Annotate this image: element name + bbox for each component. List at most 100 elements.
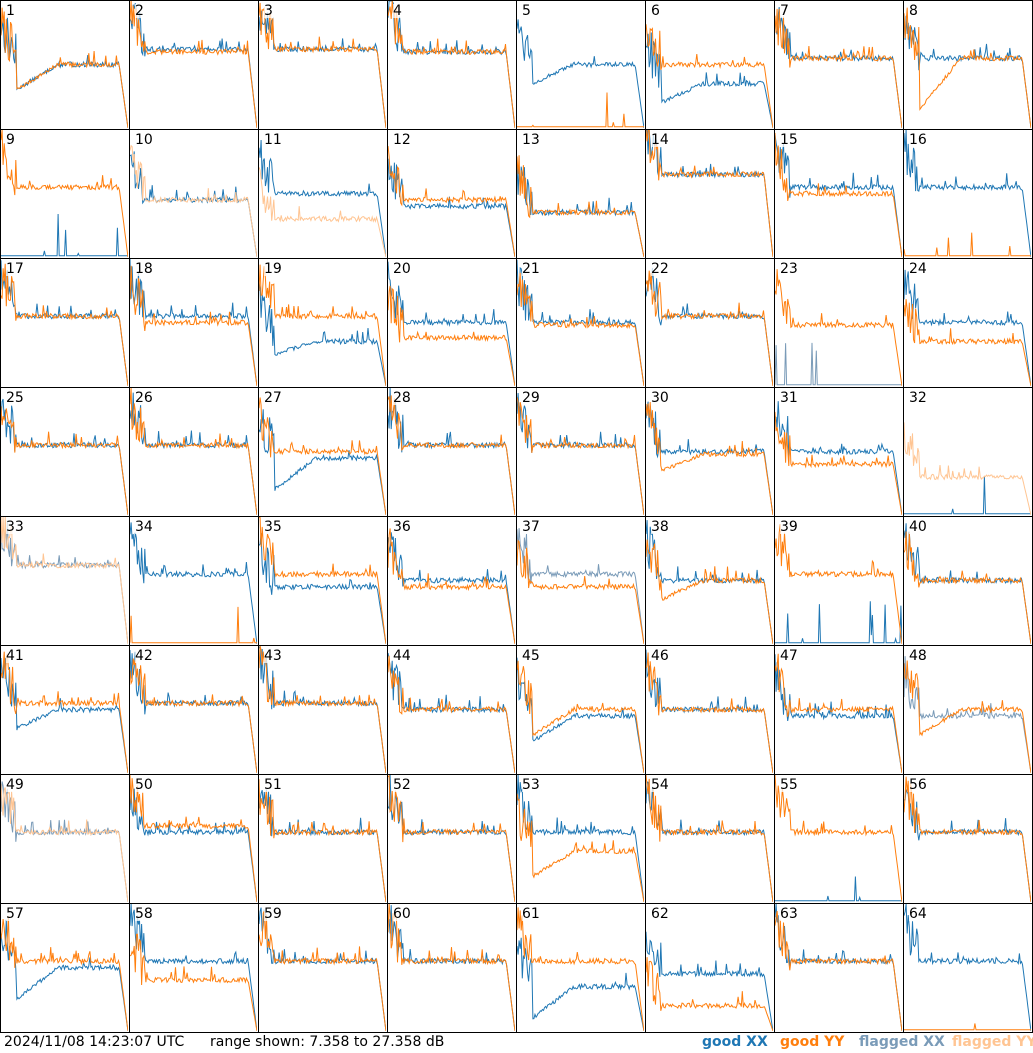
tile-panel: 9: [0, 129, 130, 259]
tile-spectrum-plot: [130, 649, 257, 773]
yy-series-line: [904, 776, 1031, 902]
xx-series-line: [1, 260, 128, 386]
tile-spectrum-plot: [646, 649, 773, 773]
tile-panel: 62: [645, 903, 775, 1033]
yy-series-line: [1, 915, 128, 1031]
legend-good-yy: good YY: [780, 1034, 845, 1050]
tile-panel: 49: [0, 774, 130, 904]
tile-spectrum-plot: [775, 775, 902, 902]
tile-number: 32: [909, 390, 927, 406]
yy-series-line: [775, 8, 902, 128]
tile-spectrum-plot: [259, 779, 386, 902]
tile-number: 64: [909, 906, 927, 922]
tile-number: 37: [522, 519, 540, 535]
tile-spectrum-plot: [517, 155, 644, 257]
xx-series-line: [388, 158, 515, 257]
tile-panel: 46: [645, 645, 775, 775]
tile-number: 28: [393, 390, 411, 406]
xx-series-line: [259, 789, 386, 902]
tile-number: 25: [6, 390, 24, 406]
tile-panel: 56: [903, 774, 1033, 904]
tile-spectrum-plot: [646, 931, 773, 1031]
yy-series-line: [517, 272, 644, 386]
tile-spectrum-plot: [517, 907, 644, 1031]
yy-series-line: [646, 270, 773, 386]
tile-spectrum-plot: [517, 392, 644, 515]
yy-series-line: [646, 130, 773, 257]
yy-series-line: [517, 92, 644, 128]
xx-series-line: [775, 342, 902, 386]
yy-series-line: [388, 285, 515, 386]
tile-panel: 32: [903, 387, 1033, 517]
tile-number: 3: [264, 3, 273, 19]
yy-series-line: [388, 904, 515, 1031]
xx-series-line: [130, 649, 257, 773]
tile-number: 27: [264, 390, 282, 406]
tile-panel: 26: [129, 387, 259, 517]
xx-series-line: [259, 409, 386, 515]
tile-panel: 43: [258, 645, 388, 775]
yy-series-line: [517, 793, 644, 902]
tile-panel: 7: [774, 0, 904, 130]
tile-spectrum-plot: [775, 7, 902, 128]
tile-spectrum-plot: [388, 775, 515, 902]
yy-series-line: [1, 783, 128, 902]
yy-series-line: [646, 539, 773, 644]
tile-panel: 59: [258, 903, 388, 1033]
yy-series-line: [904, 1023, 1031, 1031]
xx-series-line: [646, 130, 773, 257]
xx-series-line: [388, 388, 515, 515]
tile-number: 1: [6, 3, 15, 19]
yy-series-line: [130, 658, 257, 773]
tile-number: 33: [6, 519, 24, 535]
yy-series-line: [1, 517, 128, 644]
tile-spectrum-plot: [904, 130, 1031, 257]
yy-series-line: [259, 779, 386, 902]
xx-series-line: [904, 269, 1031, 386]
yy-series-line: [517, 907, 644, 1031]
tile-number: 47: [780, 648, 798, 664]
tile-spectrum-plot: [517, 259, 644, 386]
xx-series-line: [1, 520, 128, 644]
tile-spectrum-plot: [517, 657, 644, 773]
yy-series-line: [259, 264, 386, 386]
tile-spectrum-plot: [259, 139, 386, 257]
tile-panel: 4: [387, 0, 517, 130]
xx-series-line: [904, 656, 1031, 773]
yy-series-line: [130, 144, 257, 257]
tile-panel: 61: [516, 903, 646, 1033]
xx-series-line: [388, 1, 515, 128]
yy-series-line: [388, 1, 515, 128]
tile-panel: 21: [516, 258, 646, 388]
tile-number: 61: [522, 906, 540, 922]
xx-series-line: [775, 401, 902, 515]
tile-spectrum-plot: [130, 259, 257, 386]
tile-number: 54: [651, 777, 669, 793]
xx-series-line: [130, 3, 257, 128]
tile-panel: 55: [774, 774, 904, 904]
xx-series-line: [130, 392, 257, 515]
tile-number: 10: [135, 132, 153, 148]
yy-series-line: [1, 263, 128, 386]
xx-series-line: [904, 789, 1031, 902]
yy-series-line: [1, 7, 128, 128]
tile-spectrum-plot: [904, 7, 1031, 128]
tile-panel: 58: [129, 903, 259, 1033]
yy-series-line: [259, 910, 386, 1031]
tile-panel: 28: [387, 387, 517, 517]
yy-series-line: [259, 517, 386, 644]
tile-number: 21: [522, 261, 540, 277]
tile-panel: 27: [258, 387, 388, 517]
xx-series-line: [646, 32, 773, 128]
tile-number: 4: [393, 3, 402, 19]
tile-spectrum-plot: [517, 775, 644, 902]
tile-spectrum-plot: [388, 1, 515, 128]
xx-series-line: [517, 528, 644, 644]
tile-panel: 20: [387, 258, 517, 388]
xx-series-line: [775, 654, 902, 773]
yy-series-line: [388, 395, 515, 515]
tile-number: 59: [264, 906, 282, 922]
xx-series-line: [646, 267, 773, 386]
tile-number: 50: [135, 777, 153, 793]
tile-panel: 52: [387, 774, 517, 904]
